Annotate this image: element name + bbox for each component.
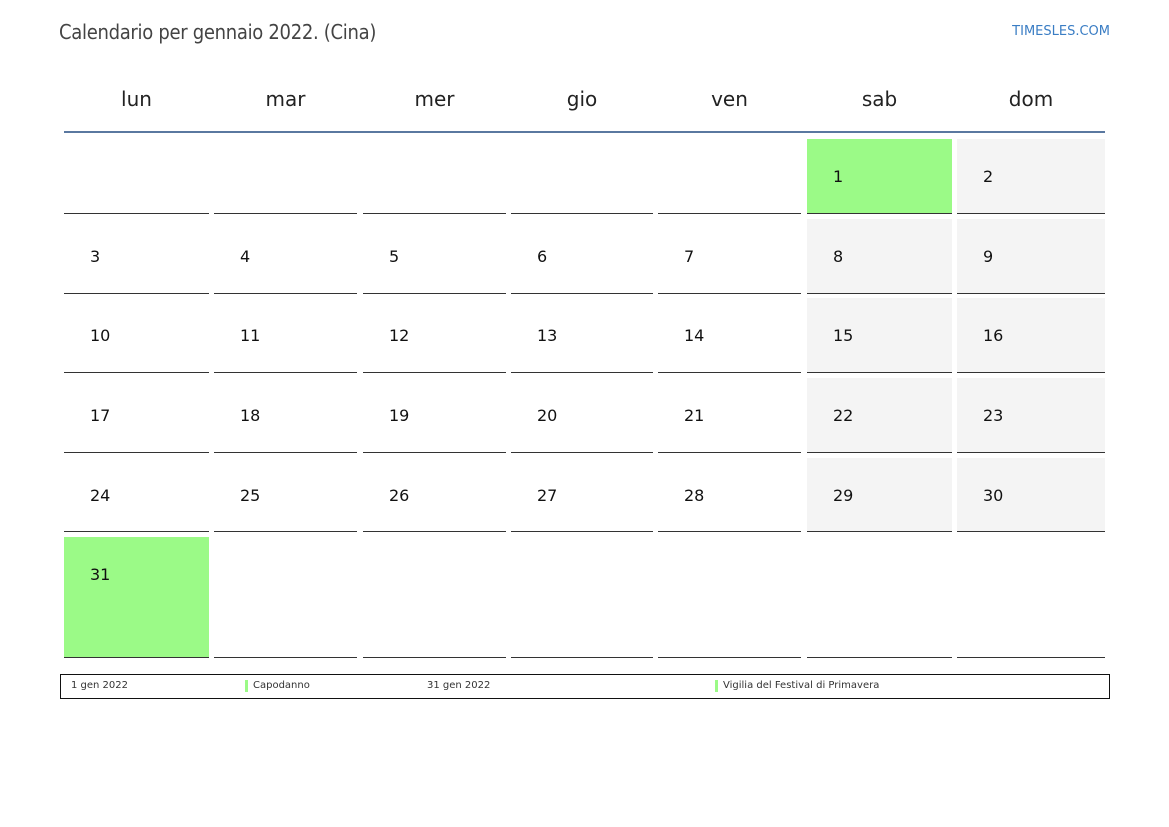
- weekday-gio: gio: [566, 87, 598, 111]
- day-cell[interactable]: 9: [957, 219, 1105, 294]
- day-cell[interactable]: 23: [957, 378, 1105, 453]
- day-cell[interactable]: 30: [957, 458, 1105, 532]
- day-cell[interactable]: 13: [511, 298, 653, 373]
- day-number: 1: [833, 167, 844, 186]
- day-cell[interactable]: 31: [64, 537, 209, 658]
- day-number: 26: [389, 486, 410, 505]
- day-cell[interactable]: 7: [658, 219, 801, 294]
- empty-cell: [957, 537, 1105, 658]
- day-number: 4: [240, 247, 251, 266]
- day-cell[interactable]: 20: [511, 378, 653, 453]
- day-number: 5: [389, 247, 400, 266]
- day-cell[interactable]: 24: [64, 458, 209, 532]
- day-cell[interactable]: 3: [64, 219, 209, 294]
- weekday-ven: ven: [711, 87, 748, 111]
- day-number: 15: [833, 326, 854, 345]
- empty-cell: [658, 139, 801, 214]
- day-cell[interactable]: 2: [957, 139, 1105, 214]
- day-number: 6: [537, 247, 548, 266]
- day-cell[interactable]: 15: [807, 298, 952, 373]
- day-number: 31: [90, 565, 111, 584]
- day-cell[interactable]: 8: [807, 219, 952, 294]
- legend-date: 1 gen 2022: [71, 680, 129, 691]
- day-number: 16: [983, 326, 1004, 345]
- day-number: 24: [90, 486, 111, 505]
- weekday-lun: lun: [121, 87, 152, 111]
- day-cell[interactable]: 16: [957, 298, 1105, 373]
- day-number: 23: [983, 406, 1004, 425]
- empty-cell: [511, 139, 653, 214]
- legend-holiday-name: Capodanno: [253, 680, 310, 691]
- header-divider: [64, 131, 1105, 133]
- day-number: 2: [983, 167, 994, 186]
- day-number: 27: [537, 486, 558, 505]
- legend-color-marker: [715, 680, 718, 692]
- day-cell[interactable]: 18: [214, 378, 357, 453]
- empty-cell: [807, 537, 952, 658]
- empty-cell: [363, 537, 506, 658]
- day-cell[interactable]: 26: [363, 458, 506, 532]
- page-title: Calendario per gennaio 2022. (Cina): [59, 20, 377, 44]
- day-number: 9: [983, 247, 994, 266]
- day-number: 22: [833, 406, 854, 425]
- day-cell[interactable]: 6: [511, 219, 653, 294]
- day-number: 14: [684, 326, 705, 345]
- weekday-mar: mar: [265, 87, 306, 111]
- day-number: 10: [90, 326, 111, 345]
- day-number: 18: [240, 406, 261, 425]
- day-number: 12: [389, 326, 410, 345]
- day-cell[interactable]: 12: [363, 298, 506, 373]
- empty-cell: [64, 139, 209, 214]
- day-cell[interactable]: 4: [214, 219, 357, 294]
- day-cell[interactable]: 22: [807, 378, 952, 453]
- day-number: 19: [389, 406, 410, 425]
- day-cell[interactable]: 21: [658, 378, 801, 453]
- day-number: 29: [833, 486, 854, 505]
- day-cell[interactable]: 19: [363, 378, 506, 453]
- legend-date: 31 gen 2022: [427, 680, 491, 691]
- day-cell[interactable]: 11: [214, 298, 357, 373]
- holiday-legend: 1 gen 2022 Capodanno 31 gen 2022 Vigilia…: [60, 674, 1110, 699]
- weekday-mer: mer: [414, 87, 455, 111]
- day-number: 11: [240, 326, 261, 345]
- day-cell[interactable]: 28: [658, 458, 801, 532]
- day-number: 30: [983, 486, 1004, 505]
- weekday-dom: dom: [1008, 87, 1054, 111]
- legend-color-marker: [245, 680, 248, 692]
- day-number: 13: [537, 326, 558, 345]
- day-cell[interactable]: 27: [511, 458, 653, 532]
- day-number: 25: [240, 486, 261, 505]
- day-cell[interactable]: 1: [807, 139, 952, 214]
- day-number: 21: [684, 406, 705, 425]
- day-cell[interactable]: 10: [64, 298, 209, 373]
- empty-cell: [214, 139, 357, 214]
- legend-holiday-name: Vigilia del Festival di Primavera: [723, 680, 880, 691]
- day-cell[interactable]: 17: [64, 378, 209, 453]
- day-number: 3: [90, 247, 101, 266]
- empty-cell: [363, 139, 506, 214]
- day-number: 7: [684, 247, 695, 266]
- day-number: 20: [537, 406, 558, 425]
- day-number: 17: [90, 406, 111, 425]
- day-cell[interactable]: 14: [658, 298, 801, 373]
- day-number: 28: [684, 486, 705, 505]
- empty-cell: [214, 537, 357, 658]
- day-cell[interactable]: 29: [807, 458, 952, 532]
- empty-cell: [658, 537, 801, 658]
- empty-cell: [511, 537, 653, 658]
- day-number: 8: [833, 247, 844, 266]
- day-cell[interactable]: 5: [363, 219, 506, 294]
- brand-link[interactable]: TIMESLES.COM: [1012, 24, 1110, 39]
- weekday-sab: sab: [861, 87, 898, 111]
- day-cell[interactable]: 25: [214, 458, 357, 532]
